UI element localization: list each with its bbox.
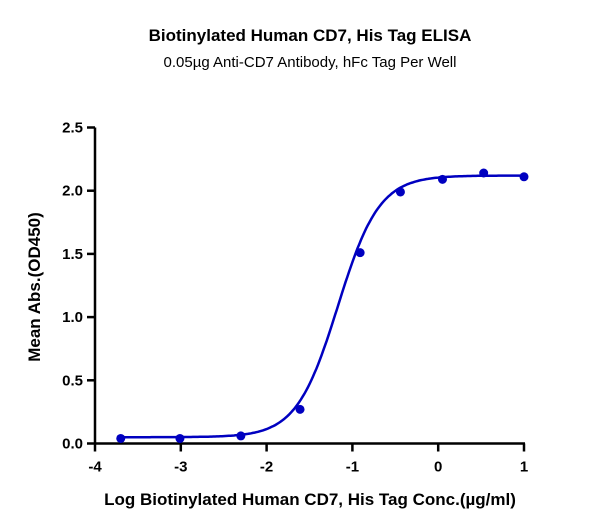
x-tick-label: 1 — [520, 459, 528, 476]
data-point — [437, 174, 447, 184]
data-point — [519, 172, 529, 182]
y-tick-label: 1.0 — [62, 309, 83, 326]
y-tick-label: 2.5 — [62, 120, 83, 137]
y-tick-label: 0.0 — [62, 436, 83, 453]
x-axis-label: Log Biotinylated Human CD7, His Tag Conc… — [104, 490, 516, 509]
data-point — [295, 404, 305, 414]
data-point — [175, 433, 185, 443]
data-point — [236, 431, 246, 441]
chart-subtitle: 0.05µg Anti-CD7 Antibody, hFc Tag Per We… — [164, 54, 457, 71]
x-tick-label: -1 — [346, 459, 359, 476]
data-point — [355, 248, 365, 258]
plot-area — [116, 168, 529, 443]
y-tick-label: 1.5 — [62, 246, 83, 263]
x-tick-label: -3 — [174, 459, 187, 476]
chart-title: Biotinylated Human CD7, His Tag ELISA — [149, 26, 472, 45]
y-tick-label: 2.0 — [62, 183, 83, 200]
fit-curve — [120, 174, 524, 439]
x-tick-label: -2 — [260, 459, 273, 476]
y-tick-label: 0.5 — [62, 372, 83, 389]
y-axis-label: Mean Abs.(OD450) — [25, 212, 44, 362]
data-point — [479, 168, 489, 178]
x-tick-label: -4 — [88, 459, 102, 476]
data-point — [395, 187, 405, 197]
x-tick-label: 0 — [434, 459, 442, 476]
data-point — [116, 433, 126, 443]
axes: -4 -3 -2 -1 0 1 0.0 0.5 1.0 1.5 2.0 2.5 — [62, 120, 528, 476]
